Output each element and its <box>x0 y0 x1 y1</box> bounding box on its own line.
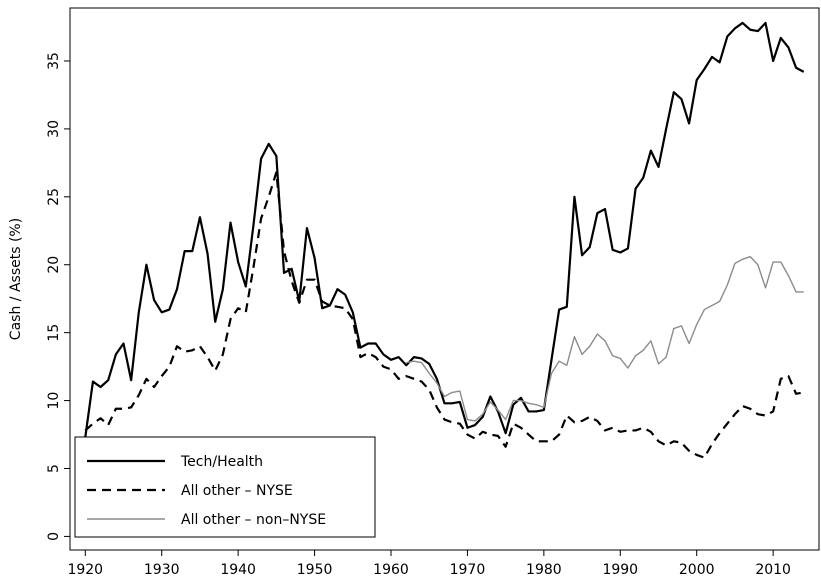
plot-frame <box>69 7 820 551</box>
series-line <box>84 21 805 438</box>
series-line <box>406 255 804 422</box>
x-tick-label: 2000 <box>679 562 715 578</box>
y-tick-label: 30 <box>46 120 62 138</box>
y-tick-label: 20 <box>46 256 62 274</box>
y-tick-label: 25 <box>46 188 62 206</box>
series-line <box>84 171 804 459</box>
y-axis-label: Cash / Assets (%) <box>8 218 24 340</box>
x-tick-label: 2010 <box>755 562 791 578</box>
x-tick-label: 1970 <box>450 562 486 578</box>
x-tick-label: 1950 <box>297 562 333 578</box>
y-tick-label: 10 <box>46 392 62 410</box>
x-tick-label: 1930 <box>144 562 180 578</box>
y-tick-label: 0 <box>46 532 62 541</box>
x-tick-label: 1940 <box>220 562 256 578</box>
y-tick-label: 35 <box>46 52 62 70</box>
legend-label: All other – non–NYSE <box>181 512 326 528</box>
x-tick-label: 1920 <box>67 562 103 578</box>
x-tick-label: 1990 <box>602 562 638 578</box>
x-tick-label: 1980 <box>526 562 562 578</box>
legend-label: All other – NYSE <box>181 483 293 499</box>
legend-box <box>74 436 376 538</box>
x-tick-label: 1960 <box>373 562 409 578</box>
y-tick-label: 15 <box>46 324 62 342</box>
y-tick-label: 5 <box>46 464 62 473</box>
legend-label: Tech/Health <box>180 454 263 470</box>
